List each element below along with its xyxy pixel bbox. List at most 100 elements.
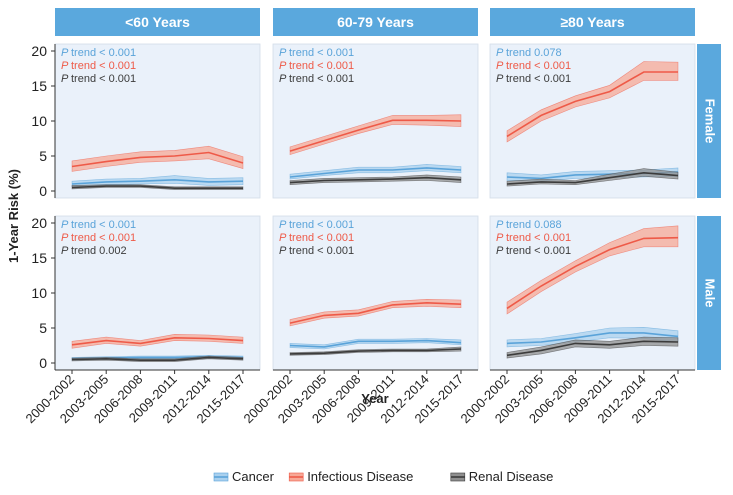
line-infectious-0 bbox=[71, 151, 244, 168]
line-renal-3 bbox=[71, 356, 244, 362]
ptrend-infectious-0: P trend < 0.001 bbox=[61, 60, 136, 72]
ptrend-prefix: P bbox=[61, 73, 71, 85]
ptrend-value: trend 0.078 bbox=[506, 47, 562, 59]
legend-item-renal: Renal Disease bbox=[450, 469, 554, 484]
ptrend-renal-0: P trend < 0.001 bbox=[61, 73, 136, 85]
ptrend-prefix: P bbox=[61, 232, 71, 244]
ptrend-cancer-4: P trend < 0.001 bbox=[279, 219, 354, 231]
legend-label-infectious: Infectious Disease bbox=[307, 469, 413, 484]
ptrend-prefix: P bbox=[61, 219, 71, 231]
ptrend-renal-2: P trend < 0.001 bbox=[496, 73, 571, 85]
column-strip-0 bbox=[55, 8, 260, 36]
y-tick-label-0-3: 15 bbox=[31, 78, 47, 94]
band-infectious-1 bbox=[289, 114, 462, 156]
line-infectious-5 bbox=[506, 236, 679, 310]
ptrend-prefix: P bbox=[496, 60, 506, 72]
ptrend-infectious-3: P trend < 0.001 bbox=[61, 232, 136, 244]
ptrend-prefix: P bbox=[279, 232, 289, 244]
ptrend-renal-4: P trend < 0.001 bbox=[279, 245, 354, 257]
y-tick-label-1-4: 20 bbox=[31, 215, 47, 231]
ptrend-value: trend < 0.001 bbox=[506, 60, 571, 72]
y-tick-label-1-2: 10 bbox=[31, 285, 47, 301]
line-infectious-3 bbox=[71, 336, 244, 346]
y-tick-label-0-2: 10 bbox=[31, 113, 47, 129]
line-infectious-1 bbox=[289, 119, 462, 152]
band-infectious-2 bbox=[506, 61, 679, 143]
band-infectious-4 bbox=[289, 298, 462, 327]
ptrend-cancer-1: P trend < 0.001 bbox=[279, 47, 354, 59]
ptrend-prefix: P bbox=[496, 47, 506, 59]
ptrend-renal-5: P trend < 0.001 bbox=[496, 245, 571, 257]
line-infectious-4 bbox=[289, 301, 462, 324]
line-renal-4 bbox=[289, 348, 462, 355]
y-tick-label-0-0: 0 bbox=[39, 183, 47, 199]
ptrend-value: trend < 0.001 bbox=[289, 219, 354, 231]
y-tick-label-0-4: 20 bbox=[31, 43, 47, 59]
ptrend-prefix: P bbox=[279, 47, 289, 59]
ptrend-value: trend < 0.001 bbox=[71, 219, 136, 231]
ptrend-prefix: P bbox=[496, 73, 506, 85]
ptrend-value: trend 0.088 bbox=[506, 219, 562, 231]
ptrend-prefix: P bbox=[61, 47, 71, 59]
row-strip-label-1: Male bbox=[703, 279, 718, 308]
y-tick-label-1-0: 0 bbox=[39, 355, 47, 371]
ptrend-value: trend < 0.001 bbox=[289, 73, 354, 85]
ptrend-value: trend < 0.001 bbox=[289, 245, 354, 257]
ptrend-prefix: P bbox=[279, 73, 289, 85]
line-cancer-1 bbox=[289, 167, 462, 178]
ptrend-prefix: P bbox=[496, 219, 506, 231]
line-renal-0 bbox=[71, 185, 243, 189]
ptrend-cancer-0: P trend < 0.001 bbox=[61, 47, 136, 59]
ptrend-value: trend < 0.001 bbox=[289, 60, 354, 72]
column-strip-label-2: ≥80 Years bbox=[560, 14, 624, 30]
line-cancer-0 bbox=[71, 178, 244, 185]
ptrend-infectious-4: P trend < 0.001 bbox=[279, 232, 354, 244]
ptrend-value: trend < 0.001 bbox=[71, 60, 136, 72]
line-renal-5 bbox=[506, 340, 679, 357]
ptrend-prefix: P bbox=[61, 245, 71, 257]
ptrend-value: trend < 0.001 bbox=[71, 232, 136, 244]
y-tick-label-1-3: 15 bbox=[31, 250, 47, 266]
ptrend-value: trend < 0.001 bbox=[289, 232, 354, 244]
ptrend-cancer-3: P trend < 0.001 bbox=[61, 219, 136, 231]
ptrend-cancer-5: P trend 0.088 bbox=[496, 219, 562, 231]
y-tick-label-1-1: 5 bbox=[39, 320, 47, 336]
line-renal-2 bbox=[506, 171, 679, 185]
ptrend-cancer-2: P trend 0.078 bbox=[496, 47, 562, 59]
ptrend-prefix: P bbox=[279, 219, 289, 231]
ptrend-value: trend 0.002 bbox=[71, 245, 127, 257]
column-strip-2 bbox=[490, 8, 695, 36]
legend-item-infectious: Infectious Disease bbox=[288, 469, 413, 484]
ptrend-infectious-2: P trend < 0.001 bbox=[496, 60, 571, 72]
ptrend-renal-1: P trend < 0.001 bbox=[279, 73, 354, 85]
column-strip-label-0: <60 Years bbox=[125, 14, 190, 30]
line-infectious-2 bbox=[506, 71, 678, 138]
band-infectious-0 bbox=[71, 145, 244, 172]
ptrend-prefix: P bbox=[496, 245, 506, 257]
legend-label-cancer: Cancer bbox=[232, 469, 275, 484]
line-cancer-5 bbox=[506, 332, 679, 345]
column-strip-label-1: 60-79 Years bbox=[337, 14, 414, 30]
line-cancer-4 bbox=[289, 339, 462, 348]
y-axis-title: 1-Year Risk (%) bbox=[6, 169, 21, 263]
line-renal-1 bbox=[289, 176, 462, 184]
legend-item-cancer: Cancer bbox=[213, 469, 275, 484]
x-axis-title: Year bbox=[361, 391, 388, 406]
ptrend-value: trend < 0.001 bbox=[71, 73, 136, 85]
ptrend-value: trend < 0.001 bbox=[506, 73, 571, 85]
row-strip-label-0: Female bbox=[703, 99, 718, 144]
ptrend-value: trend < 0.001 bbox=[71, 47, 136, 59]
ptrend-infectious-5: P trend < 0.001 bbox=[496, 232, 571, 244]
row-strip-1 bbox=[697, 216, 721, 370]
ptrend-value: trend < 0.001 bbox=[289, 47, 354, 59]
legend-label-renal: Renal Disease bbox=[469, 469, 554, 484]
band-infectious-5 bbox=[506, 225, 679, 315]
column-strip-1 bbox=[273, 8, 478, 36]
ptrend-prefix: P bbox=[61, 60, 71, 72]
ptrend-renal-3: P trend 0.002 bbox=[61, 245, 127, 257]
ptrend-prefix: P bbox=[279, 60, 289, 72]
ptrend-prefix: P bbox=[496, 232, 506, 244]
ptrend-value: trend < 0.001 bbox=[506, 232, 571, 244]
y-tick-label-0-1: 5 bbox=[39, 148, 47, 164]
